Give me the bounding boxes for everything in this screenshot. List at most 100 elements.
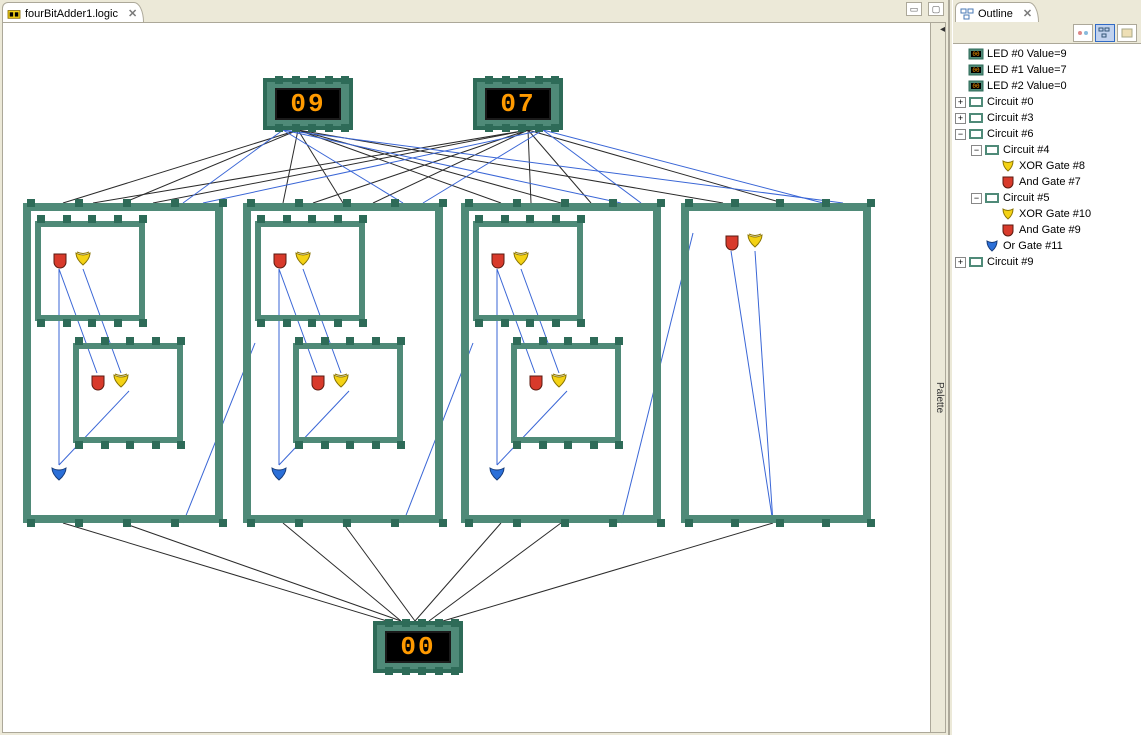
tree-item-label: XOR Gate #10: [1019, 208, 1091, 220]
xor-gate[interactable]: [295, 251, 311, 269]
tree-spacer: [987, 225, 998, 236]
expand-icon[interactable]: +: [955, 97, 966, 108]
xor-icon: [1000, 159, 1016, 173]
xor-gate[interactable]: [113, 373, 129, 391]
outline-tool-2[interactable]: [1095, 24, 1115, 42]
tree-item[interactable]: − Circuit #4: [955, 142, 1139, 158]
tree-item-label: XOR Gate #8: [1019, 160, 1085, 172]
maximize-pane-button[interactable]: ▢: [928, 2, 944, 16]
tree-item[interactable]: 00 LED #1 Value=7: [955, 62, 1139, 78]
led-icon: 00: [968, 47, 984, 61]
xor-gate[interactable]: [75, 251, 91, 269]
pane-controls: ▭ ▢: [906, 2, 944, 16]
led-display[interactable]: 07: [473, 78, 563, 130]
svg-text:00: 00: [972, 83, 980, 90]
collapse-icon[interactable]: −: [955, 129, 966, 140]
close-icon[interactable]: ✕: [128, 7, 137, 20]
tree-spacer: [987, 209, 998, 220]
circuit-icon: [968, 95, 984, 109]
editor-tab-bar: fourBitAdder1.logic ✕: [0, 0, 948, 22]
palette-strip[interactable]: Palette: [930, 22, 946, 733]
logic-file-icon: [7, 8, 21, 20]
outline-tool-3[interactable]: [1117, 24, 1137, 42]
sub-circuit-block[interactable]: [511, 343, 621, 443]
or-icon: [984, 239, 1000, 253]
outline-toolbar: [953, 22, 1141, 44]
tree-item-label: Circuit #9: [987, 256, 1033, 268]
tree-item[interactable]: − Circuit #5: [955, 190, 1139, 206]
sub-circuit-block[interactable]: [35, 221, 145, 321]
svg-text:00: 00: [972, 51, 980, 58]
and-gate[interactable]: [89, 373, 105, 391]
led-display[interactable]: 00: [373, 621, 463, 673]
tree-item[interactable]: And Gate #9: [955, 222, 1139, 238]
tree-item-label: LED #0 Value=9: [987, 48, 1067, 60]
diagram-canvas[interactable]: 09 07 00: [2, 22, 932, 733]
and-gate[interactable]: [489, 251, 505, 269]
or-gate[interactable]: [51, 465, 67, 483]
or-gate[interactable]: [489, 465, 505, 483]
tree-item[interactable]: 00 LED #2 Value=0: [955, 78, 1139, 94]
circuit-icon: [968, 255, 984, 269]
tree-item-label: Circuit #0: [987, 96, 1033, 108]
and-gate[interactable]: [51, 251, 67, 269]
xor-gate[interactable]: [747, 233, 763, 251]
led-icon: 00: [968, 63, 984, 77]
circuit-icon: [968, 111, 984, 125]
tree-spacer: [987, 161, 998, 172]
tree-item[interactable]: + Circuit #3: [955, 110, 1139, 126]
led-value: 07: [485, 88, 551, 120]
tree-item[interactable]: + Circuit #9: [955, 254, 1139, 270]
minimize-pane-button[interactable]: ▭: [906, 2, 922, 16]
tree-spacer: [987, 177, 998, 188]
collapse-icon[interactable]: −: [971, 145, 982, 156]
tree-item-label: LED #2 Value=0: [987, 80, 1067, 92]
tree-spacer: [955, 49, 966, 60]
tree-item[interactable]: 00 LED #0 Value=9: [955, 46, 1139, 62]
tree-item[interactable]: XOR Gate #10: [955, 206, 1139, 222]
or-gate[interactable]: [271, 465, 287, 483]
circuit-block[interactable]: [681, 203, 871, 523]
close-icon[interactable]: ✕: [1023, 7, 1032, 20]
outline-icon: [960, 8, 974, 20]
outline-tree[interactable]: 00 LED #0 Value=9 00 LED #1 Value=7 00 LED #2…: [953, 44, 1141, 735]
outline-tool-1[interactable]: [1073, 24, 1093, 42]
xor-gate[interactable]: [513, 251, 529, 269]
and-icon: [1000, 175, 1016, 189]
collapse-icon[interactable]: −: [971, 193, 982, 204]
and-gate[interactable]: [527, 373, 543, 391]
sub-circuit-block[interactable]: [293, 343, 403, 443]
and-gate[interactable]: [271, 251, 287, 269]
outline-tab-bar: Outline ✕: [953, 0, 1141, 22]
sub-circuit-block[interactable]: [255, 221, 365, 321]
and-gate[interactable]: [723, 233, 739, 251]
palette-collapse-icon[interactable]: ◂: [940, 24, 945, 35]
tree-item-label: And Gate #9: [1019, 224, 1081, 236]
tree-item[interactable]: And Gate #7: [955, 174, 1139, 190]
outline-tab-title: Outline: [978, 8, 1013, 20]
sub-circuit-block[interactable]: [73, 343, 183, 443]
tree-item[interactable]: Or Gate #11: [955, 238, 1139, 254]
sub-circuit-block[interactable]: [473, 221, 583, 321]
xor-gate[interactable]: [551, 373, 567, 391]
led-display[interactable]: 09: [263, 78, 353, 130]
led-value: 09: [275, 88, 341, 120]
expand-icon[interactable]: +: [955, 257, 966, 268]
xor-gate[interactable]: [333, 373, 349, 391]
tree-item-label: LED #1 Value=7: [987, 64, 1067, 76]
svg-text:00: 00: [972, 67, 980, 74]
editor-tab[interactable]: fourBitAdder1.logic ✕: [2, 2, 144, 22]
and-gate[interactable]: [309, 373, 325, 391]
and-icon: [1000, 223, 1016, 237]
xor-icon: [1000, 207, 1016, 221]
outline-pane: Outline ✕ 00 LED #0 Value=9 00 LED #1 Value…: [952, 0, 1141, 735]
tree-item-label: Circuit #3: [987, 112, 1033, 124]
tree-item[interactable]: −Circuit #6: [955, 126, 1139, 142]
tree-item-label: Circuit #5: [1003, 192, 1049, 204]
expand-icon[interactable]: +: [955, 113, 966, 124]
tree-item-label: Circuit #4: [1003, 144, 1049, 156]
tree-item-label: And Gate #7: [1019, 176, 1081, 188]
tree-item[interactable]: XOR Gate #8: [955, 158, 1139, 174]
outline-tab[interactable]: Outline ✕: [955, 2, 1039, 22]
tree-item[interactable]: + Circuit #0: [955, 94, 1139, 110]
